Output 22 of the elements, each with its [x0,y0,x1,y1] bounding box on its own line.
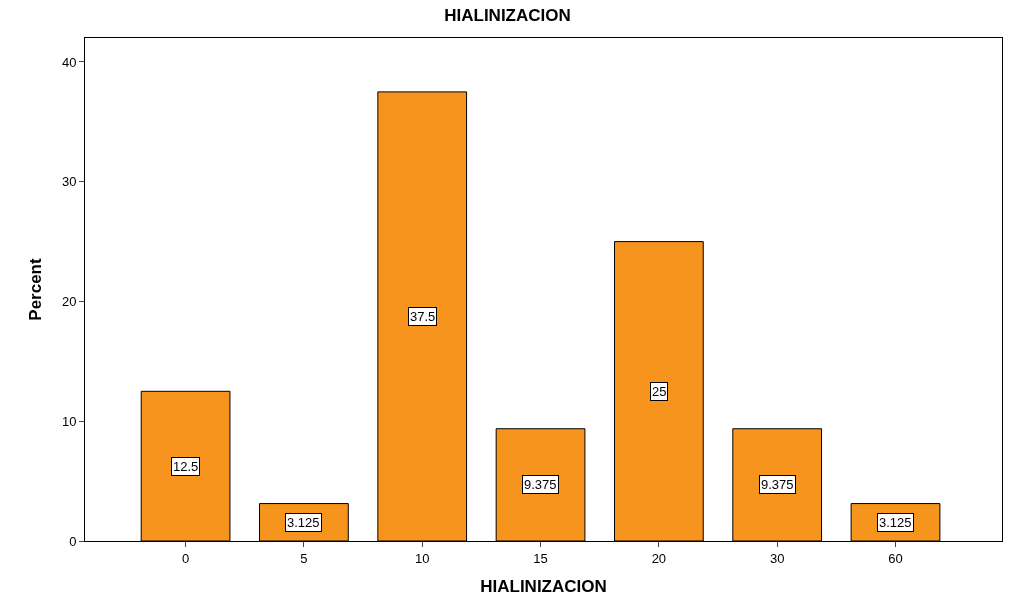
x-tick-label: 60 [888,550,903,566]
data-label: 12.5 [173,459,199,474]
x-axis-title: HIALINIZACION [480,577,607,596]
y-tick-label: 20 [61,294,77,310]
x-tick-label: 5 [300,550,308,566]
data-label: 25 [652,384,667,399]
y-tick-label: 0 [69,533,77,549]
x-tick-label: 0 [181,550,190,566]
data-label: 3.125 [287,515,320,530]
data-label: 37.5 [410,309,436,324]
y-tick-label: 40 [61,54,77,70]
y-axis-title: Percent [26,257,46,321]
data-label: 3.125 [879,515,912,530]
data-label: 9.375 [524,477,557,492]
x-tick-label: 15 [533,550,548,566]
y-tick-label: 10 [61,413,77,429]
chart-title: HIALINIZACION [444,5,571,25]
x-tick-label: 30 [769,550,785,566]
data-label: 9.375 [761,477,794,492]
x-tick-label: 10 [414,550,430,566]
y-tick-label: 30 [61,174,77,190]
x-tick-label: 20 [651,550,667,566]
